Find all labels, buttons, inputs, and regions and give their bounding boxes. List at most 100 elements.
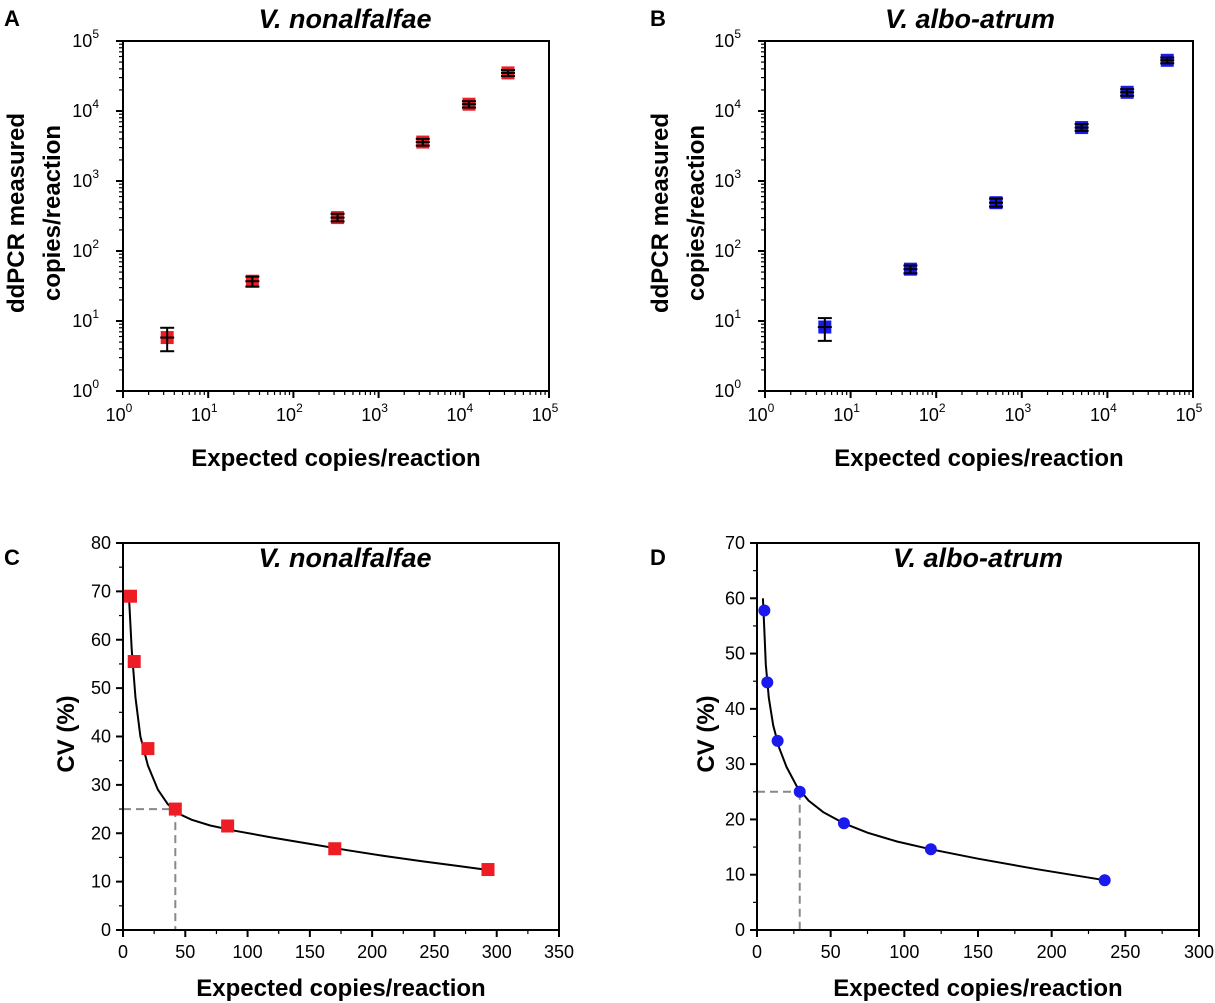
x-tick-label: 105 <box>532 401 559 425</box>
y-tick-label: 70 <box>725 533 745 553</box>
x-tick-label: 101 <box>833 401 860 425</box>
data-point <box>793 785 806 798</box>
tick-base: 10 <box>276 405 296 425</box>
y-tick-label: 10 <box>91 872 111 892</box>
y-tick-label: 104 <box>72 97 99 121</box>
plot-frame <box>122 40 550 392</box>
x-axis-label: Expected copies/reaction <box>191 445 480 472</box>
y-tick-label: 0 <box>101 920 111 940</box>
chart-title: V. albo-atrum <box>885 4 1055 34</box>
data-point <box>127 655 141 669</box>
x-tick-label: 102 <box>276 401 303 425</box>
y-tick-label: 0 <box>735 920 745 940</box>
tick-base: 10 <box>191 405 211 425</box>
data-point <box>1098 874 1111 887</box>
panel-letter: C <box>4 545 20 570</box>
tick-exponent: 1 <box>211 401 218 415</box>
tick-exponent: 4 <box>734 97 741 111</box>
x-axis-label: Expected copies/reaction <box>833 975 1122 1002</box>
y-axis-label: ddPCR measured <box>3 113 30 313</box>
tick-base: 10 <box>361 405 381 425</box>
chart-title: V. albo-atrum <box>893 543 1063 573</box>
x-tick-label: 250 <box>1110 942 1140 962</box>
tick-exponent: 0 <box>768 401 775 415</box>
tick-exponent: 1 <box>734 307 741 321</box>
tick-exponent: 0 <box>92 377 99 391</box>
x-axis-label: Expected copies/reaction <box>834 445 1123 472</box>
y-tick-label: 103 <box>714 167 741 191</box>
y-tick-label: 20 <box>91 823 111 843</box>
x-tick-label: 105 <box>1176 401 1203 425</box>
y-tick-label: 10 <box>725 865 745 885</box>
x-tick-label: 100 <box>889 942 919 962</box>
y-tick-label: 30 <box>725 754 745 774</box>
x-tick-label: 150 <box>963 942 993 962</box>
tick-exponent: 1 <box>92 307 99 321</box>
tick-exponent: 3 <box>1024 401 1031 415</box>
x-tick-label: 200 <box>1037 942 1067 962</box>
tick-exponent: 0 <box>734 377 741 391</box>
chart-title: V. nonalfalfae <box>258 4 431 34</box>
data-point <box>758 604 771 617</box>
tick-exponent: 3 <box>734 167 741 181</box>
panel-letter: B <box>650 6 666 31</box>
y-tick-label: 20 <box>725 809 745 829</box>
y-tick-label: 101 <box>714 307 741 331</box>
x-tick-label: 103 <box>361 401 388 425</box>
y-tick-label: 70 <box>91 581 111 601</box>
tick-exponent: 1 <box>853 401 860 415</box>
y-tick-label: 102 <box>72 237 99 261</box>
y-tick-label: 60 <box>725 588 745 608</box>
tick-base: 10 <box>106 405 126 425</box>
tick-base: 10 <box>1090 405 1110 425</box>
tick-base: 10 <box>72 241 92 261</box>
tick-exponent: 5 <box>552 401 559 415</box>
y-axis-label: copies/reaction <box>683 125 710 301</box>
x-axis-label: Expected copies/reaction <box>196 975 485 1002</box>
tick-base: 10 <box>72 171 92 191</box>
tick-base: 10 <box>446 405 466 425</box>
data-point <box>221 819 235 833</box>
tick-exponent: 5 <box>734 27 741 41</box>
x-tick-label: 300 <box>1184 942 1214 962</box>
tick-base: 10 <box>1176 405 1196 425</box>
tick-exponent: 3 <box>92 167 99 181</box>
plot-frame <box>756 542 1200 931</box>
plot-frame <box>764 40 1194 392</box>
tick-base: 10 <box>72 101 92 121</box>
tick-base: 10 <box>714 31 734 51</box>
chart-title: V. nonalfalfae <box>258 543 431 573</box>
x-tick-label: 150 <box>295 942 325 962</box>
tick-base: 10 <box>919 405 939 425</box>
tick-base: 10 <box>714 241 734 261</box>
x-tick-label: 101 <box>191 401 218 425</box>
panel-b: B V. albo-atrum10010010110110210210310310… <box>647 4 1203 472</box>
y-tick-label: 102 <box>714 237 741 261</box>
tick-base: 10 <box>714 101 734 121</box>
tick-base: 10 <box>1004 405 1024 425</box>
tick-base: 10 <box>72 311 92 331</box>
x-tick-label: 104 <box>1090 401 1117 425</box>
y-tick-label: 30 <box>91 775 111 795</box>
x-tick-label: 104 <box>446 401 473 425</box>
tick-base: 10 <box>532 405 552 425</box>
data-point <box>168 802 182 816</box>
tick-exponent: 5 <box>92 27 99 41</box>
x-tick-label: 250 <box>419 942 449 962</box>
panel-letter: A <box>4 6 20 31</box>
data-point <box>141 742 155 756</box>
x-tick-label: 0 <box>752 942 762 962</box>
tick-exponent: 0 <box>126 401 133 415</box>
fit-curve <box>761 598 1105 882</box>
x-tick-label: 100 <box>748 401 775 425</box>
x-tick-label: 200 <box>357 942 387 962</box>
panel-d: D V. albo-atrum 0 50 100 150 200 250 300 0 10 20 30 4… <box>650 533 1214 1002</box>
data-point <box>123 589 137 603</box>
y-tick-label: 103 <box>72 167 99 191</box>
tick-base: 10 <box>714 381 734 401</box>
tick-base: 10 <box>714 171 734 191</box>
data-point <box>328 842 342 856</box>
data-point <box>481 863 495 877</box>
tick-exponent: 4 <box>92 97 99 111</box>
